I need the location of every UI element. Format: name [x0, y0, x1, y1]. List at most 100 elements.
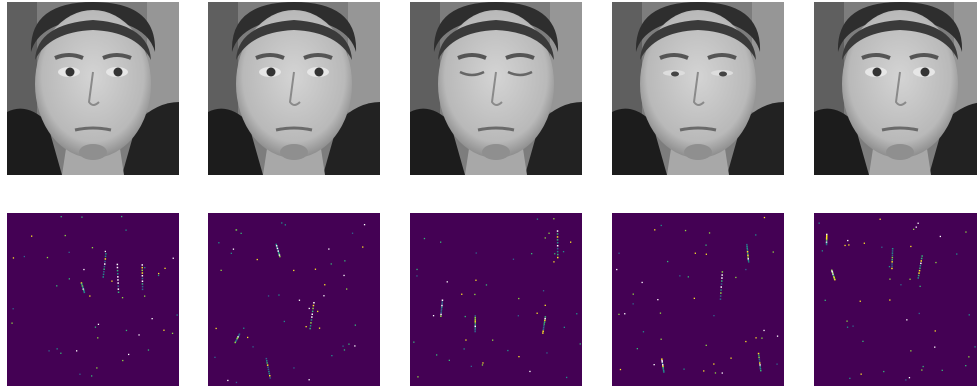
speckle	[278, 252, 280, 254]
speckle	[892, 250, 894, 252]
speckle	[759, 360, 761, 362]
speckle	[117, 264, 119, 266]
speckle	[919, 268, 921, 270]
speckle	[513, 259, 514, 260]
speckle	[104, 263, 106, 265]
speckle	[105, 253, 107, 255]
speckle	[475, 327, 477, 329]
speckle	[759, 359, 761, 361]
speckle	[747, 248, 749, 250]
speckle	[164, 268, 165, 269]
speckle	[643, 331, 644, 332]
speckle	[117, 270, 119, 272]
speckle	[974, 346, 975, 347]
speckle	[117, 282, 119, 284]
speckle	[518, 356, 519, 357]
speckle	[889, 266, 890, 267]
speckle	[909, 279, 910, 280]
speckle	[47, 257, 48, 258]
speckle	[544, 318, 546, 320]
speckle	[269, 373, 271, 375]
speckle	[942, 370, 943, 371]
speckle	[892, 257, 894, 259]
face-image	[612, 2, 784, 175]
speckle	[748, 260, 750, 262]
speckle	[243, 328, 244, 329]
speckle	[117, 279, 119, 281]
speckle	[694, 298, 695, 299]
speckle	[654, 364, 655, 365]
speckle	[910, 246, 911, 247]
speckle	[309, 308, 310, 309]
speckle	[965, 365, 966, 366]
speckle	[97, 337, 98, 338]
speckle	[826, 244, 828, 246]
speckle	[486, 284, 487, 285]
speckle	[475, 315, 477, 317]
speckle	[722, 271, 724, 273]
speckle	[764, 217, 765, 218]
speckle	[476, 252, 477, 253]
speckle	[311, 319, 313, 321]
speckle	[773, 251, 774, 252]
speckle	[633, 294, 634, 295]
speckle	[721, 283, 723, 285]
speckle	[633, 303, 634, 304]
speckle	[471, 366, 472, 367]
speckle	[474, 331, 476, 333]
speckle	[721, 277, 723, 279]
speckle	[921, 369, 922, 370]
speckle	[545, 316, 547, 318]
speckle	[892, 255, 894, 257]
speckle	[662, 366, 664, 368]
speckle	[862, 341, 863, 342]
speckle	[81, 217, 82, 218]
speckle	[482, 362, 483, 363]
speckle	[748, 261, 749, 262]
speckle	[662, 364, 664, 366]
speckle	[233, 249, 234, 250]
speckle	[661, 360, 663, 362]
speckle	[920, 286, 921, 287]
speckle	[352, 233, 353, 234]
speckle	[891, 266, 893, 268]
speckle	[266, 358, 268, 360]
speckle	[545, 305, 546, 306]
speckle	[763, 330, 764, 331]
speckle	[89, 295, 90, 296]
speckle	[544, 323, 546, 325]
speckle	[747, 253, 749, 255]
speckle	[761, 338, 762, 339]
speckle	[760, 368, 762, 370]
face-image	[410, 2, 582, 175]
speckle	[618, 253, 619, 254]
speckle	[852, 326, 853, 327]
speckle	[889, 299, 890, 300]
speckle	[118, 288, 120, 290]
speckle	[306, 326, 307, 327]
speckle	[918, 275, 920, 277]
speckle	[776, 364, 777, 365]
speckle	[449, 360, 450, 361]
speckle	[557, 251, 559, 253]
speckle	[542, 332, 544, 334]
speckle	[299, 300, 300, 301]
speckle	[713, 315, 714, 316]
figure	[0, 0, 977, 392]
speckle	[892, 259, 894, 261]
speckle	[685, 230, 686, 231]
speckle	[661, 358, 663, 360]
speckle	[331, 263, 332, 264]
speckle	[956, 253, 957, 254]
speckle	[916, 227, 917, 228]
speckle	[475, 320, 477, 322]
speckle	[278, 253, 280, 255]
speckle	[214, 357, 215, 358]
speckle	[440, 314, 442, 316]
speckle	[91, 375, 92, 376]
speckle	[935, 262, 936, 263]
speckle	[293, 270, 294, 271]
speckle	[920, 263, 922, 265]
speckle	[442, 300, 444, 302]
speckle	[315, 269, 316, 270]
